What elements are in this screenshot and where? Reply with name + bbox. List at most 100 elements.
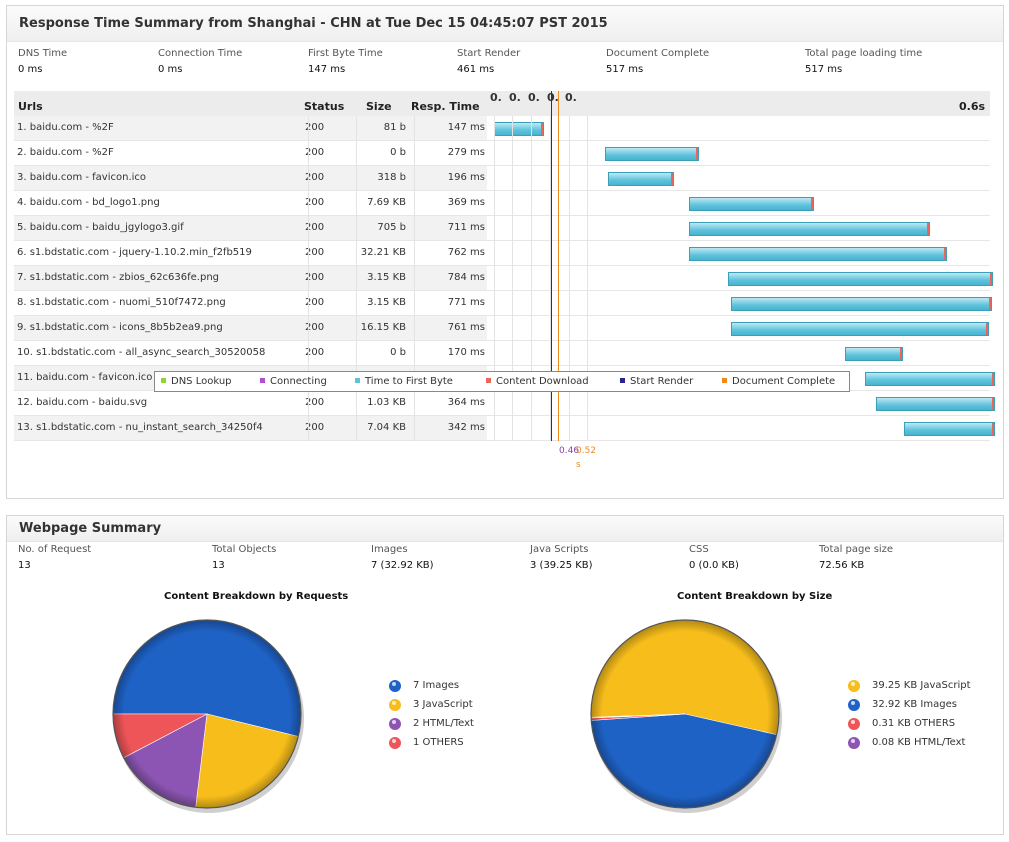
metric-label: Total page loading time xyxy=(805,48,923,59)
download-segment xyxy=(899,348,902,360)
row-url: 4. baidu.com - bd_logo1.png xyxy=(17,197,160,208)
pie-rim xyxy=(112,619,302,809)
row-divider xyxy=(14,165,990,166)
row-size: 318 b xyxy=(377,172,406,183)
row-url: 13. s1.bdstatic.com - nu_instant_search_… xyxy=(17,422,263,433)
metric-label: Document Complete xyxy=(606,48,710,59)
metric-value: 517 ms xyxy=(606,64,644,75)
pie-legend-item[interactable]: 1 OTHERS xyxy=(389,737,474,756)
axis-end-label: 0.6s xyxy=(959,100,986,113)
row-status: 200 xyxy=(305,322,325,333)
table-row: 12. baidu.com - baidu.svg 200 1.03 KB 364 m… xyxy=(14,391,487,416)
row-status: 200 xyxy=(305,197,325,208)
webpage-summary-panel: Webpage Summary No. of Request 13 Total … xyxy=(6,515,1004,835)
legend-item: Start Render xyxy=(620,376,693,387)
row-divider xyxy=(14,140,990,141)
timing-bar xyxy=(604,147,699,161)
row-status: 200 xyxy=(305,147,325,158)
stat-value: 3 (39.25 KB) xyxy=(530,560,593,571)
legend-dot-icon xyxy=(389,680,401,692)
row-url: 2. baidu.com - %2F xyxy=(17,147,114,158)
stat-css: CSS 0 (0.0 KB) xyxy=(689,544,739,571)
timing-bar xyxy=(607,172,675,186)
metric-value: 461 ms xyxy=(457,64,495,75)
metric-value: 0 ms xyxy=(158,64,183,75)
stat-value: 7 (32.92 KB) xyxy=(371,560,434,571)
row-status: 200 xyxy=(305,272,325,283)
row-url: 9. s1.bdstatic.com - icons_8b5b2ea9.png xyxy=(17,322,223,333)
timing-bar xyxy=(728,272,994,286)
download-segment xyxy=(989,298,992,310)
row-url: 6. s1.bdstatic.com - jquery-1.10.2.min_f… xyxy=(17,247,252,258)
document-complete-label: 0.52 s xyxy=(576,446,597,470)
row-resp-time: 364 ms xyxy=(447,397,485,408)
timing-bar xyxy=(903,422,995,436)
axis-tick: 0. xyxy=(490,91,502,104)
pie-legend-item[interactable]: 39.25 KB JavaScript xyxy=(848,680,971,699)
pie-legend-item[interactable]: 0.31 KB OTHERS xyxy=(848,718,971,737)
header-size: Size xyxy=(366,100,392,113)
pie-chart-requests xyxy=(112,619,304,813)
pie-legend-label: 7 Images xyxy=(413,680,460,691)
row-resp-time: 762 ms xyxy=(447,247,485,258)
row-status: 200 xyxy=(305,247,325,258)
metric-document-complete: Document Complete 517 ms xyxy=(606,48,709,75)
pie-legend-item[interactable]: 32.92 KB Images xyxy=(848,699,971,718)
pie-legend-label: 0.08 KB HTML/Text xyxy=(872,737,966,748)
pie-legend-label: 32.92 KB Images xyxy=(872,699,957,710)
legend-item: Content Download xyxy=(486,376,589,387)
row-divider xyxy=(14,290,990,291)
row-size: 7.69 KB xyxy=(367,197,406,208)
pie-legend-item[interactable]: 3 JavaScript xyxy=(389,699,474,718)
stat-label: CSS xyxy=(689,544,709,555)
row-divider xyxy=(14,315,990,316)
panel-title: Webpage Summary xyxy=(7,516,1003,542)
timing-bar xyxy=(875,397,995,411)
pie-legend-item[interactable]: 7 Images xyxy=(389,680,474,699)
metric-label: Connection Time xyxy=(158,48,243,59)
row-url: 8. s1.bdstatic.com - nuomi_510f7472.png xyxy=(17,297,226,308)
legend-dot-icon xyxy=(848,718,860,730)
row-divider xyxy=(14,265,990,266)
legend-dot-icon xyxy=(848,737,860,749)
pie-legend-item[interactable]: 0.08 KB HTML/Text xyxy=(848,737,971,756)
pie-legend-label: 0.31 KB OTHERS xyxy=(872,718,956,729)
stat-javascripts: Java Scripts 3 (39.25 KB) xyxy=(530,544,593,571)
table-row: 7. s1.bdstatic.com - zbios_62c636fe.png 2… xyxy=(14,266,487,291)
stat-value: 13 xyxy=(212,560,225,571)
pie-rim xyxy=(590,619,780,809)
row-status: 200 xyxy=(305,172,325,183)
row-url: 11. baidu.com - favicon.ico xyxy=(17,372,153,383)
download-segment xyxy=(944,248,946,260)
stat-label: Images xyxy=(371,544,408,555)
download-segment xyxy=(985,323,988,335)
row-resp-time: 147 ms xyxy=(447,122,485,133)
metric-connection: Connection Time 0 ms xyxy=(158,48,242,75)
legend-dot-icon xyxy=(848,699,860,711)
row-size: 0 b xyxy=(390,147,406,158)
download-segment xyxy=(696,148,698,160)
response-time-panel: Response Time Summary from Shanghai - CH… xyxy=(6,5,1004,499)
legend-dot-icon xyxy=(389,699,401,711)
row-status: 200 xyxy=(305,422,325,433)
table-row: 9. s1.bdstatic.com - icons_8b5b2ea9.png 2… xyxy=(14,316,487,341)
row-resp-time: 170 ms xyxy=(447,347,485,358)
pie-legend-requests: 7 Images 3 JavaScript 2 HTML/Text 1 OTHERS xyxy=(389,680,474,756)
column-separator xyxy=(414,116,415,441)
stat-label: No. of Request xyxy=(18,544,92,555)
pie-legend-item[interactable]: 2 HTML/Text xyxy=(389,718,474,737)
row-size: 32.21 KB xyxy=(360,247,406,258)
row-divider xyxy=(14,415,990,416)
row-url: 3. baidu.com - favicon.ico xyxy=(17,172,147,183)
row-url: 10. s1.bdstatic.com - all_async_search_3… xyxy=(17,347,266,358)
legend-label: Content Download xyxy=(496,376,589,387)
row-size: 3.15 KB xyxy=(367,297,406,308)
table-row: 2. baidu.com - %2F 200 0 b 279 ms xyxy=(14,141,487,166)
pie-legend-label: 1 OTHERS xyxy=(413,737,464,748)
download-segment xyxy=(540,123,543,135)
legend-dot-icon xyxy=(848,680,860,692)
row-url: 12. baidu.com - baidu.svg xyxy=(17,397,148,408)
metric-value: 0 ms xyxy=(18,64,43,75)
legend-item: Time to First Byte xyxy=(355,376,453,387)
column-separator xyxy=(531,116,532,441)
